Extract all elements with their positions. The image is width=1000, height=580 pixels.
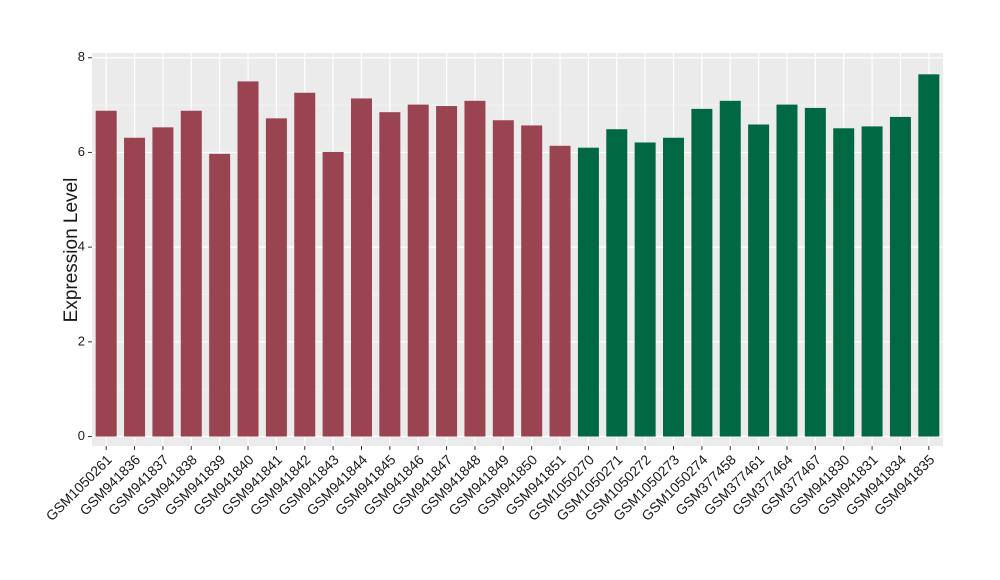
y-tick-label: 4 bbox=[78, 239, 85, 254]
bar bbox=[124, 137, 146, 437]
bar bbox=[577, 147, 599, 437]
bar bbox=[634, 142, 656, 437]
bar bbox=[407, 104, 429, 437]
bar bbox=[776, 104, 798, 437]
bar bbox=[804, 107, 826, 437]
bar bbox=[691, 108, 713, 437]
y-tick-label: 0 bbox=[78, 428, 85, 443]
bar bbox=[350, 98, 372, 437]
bar bbox=[521, 125, 543, 437]
bar bbox=[549, 145, 571, 437]
y-axis-title: Expression Level bbox=[61, 178, 82, 323]
y-tick-label: 8 bbox=[78, 49, 85, 64]
bar bbox=[663, 137, 685, 437]
bar bbox=[180, 110, 202, 437]
bar bbox=[95, 110, 117, 437]
bar bbox=[918, 74, 940, 437]
bar bbox=[748, 124, 770, 437]
bar bbox=[265, 118, 287, 437]
bar bbox=[436, 106, 458, 437]
plot-background bbox=[92, 53, 943, 446]
bar bbox=[861, 126, 883, 437]
bar bbox=[492, 120, 514, 437]
bar bbox=[719, 100, 741, 437]
bar bbox=[322, 151, 344, 437]
bar bbox=[606, 129, 628, 437]
bar bbox=[889, 116, 911, 437]
bar bbox=[464, 100, 486, 437]
bar bbox=[237, 81, 259, 437]
bar bbox=[833, 128, 855, 437]
y-tick-label: 2 bbox=[78, 333, 85, 348]
bar bbox=[294, 92, 316, 437]
bar bbox=[379, 112, 401, 437]
bar bbox=[152, 127, 174, 437]
y-tick-label: 6 bbox=[78, 144, 85, 159]
bar bbox=[209, 153, 231, 437]
